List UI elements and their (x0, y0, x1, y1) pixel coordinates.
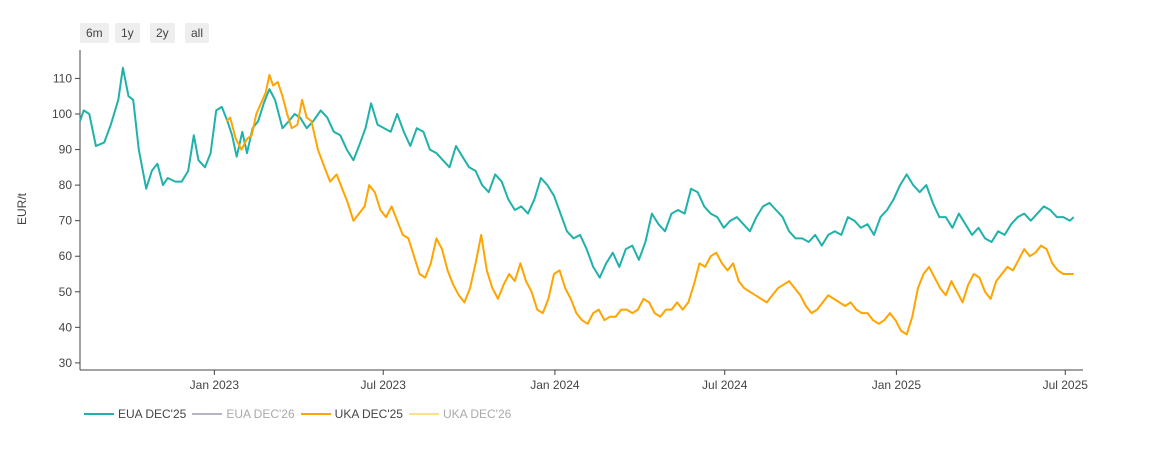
range-button-1y[interactable]: 1y (115, 23, 140, 43)
y-tick-label: 30 (59, 356, 73, 370)
legend-label: EUA DEC'26 (226, 407, 295, 421)
y-tick-label: 40 (59, 320, 73, 334)
y-tick-label: 110 (53, 71, 72, 85)
chart-axes: 30 40 50 60 70 80 90 100 110 Jan 2023 Jul 2023 Jan … (52, 50, 1088, 392)
range-button-all[interactable]: all (185, 23, 210, 43)
legend-label: EUA DEC'25 (118, 407, 187, 421)
range-button-2y[interactable]: 2y (150, 23, 175, 43)
chart-legend: EUA DEC'25 EUA DEC'26 UKA DEC'25 UKA DEC… (84, 407, 517, 421)
legend-item-uka-dec26[interactable]: UKA DEC'26 (408, 407, 512, 421)
legend-swatch (408, 413, 439, 415)
x-tick-label: Jul 2023 (361, 378, 407, 392)
range-button-6m[interactable]: 6m (80, 23, 109, 43)
x-tick-label: Jan 2024 (530, 378, 580, 392)
legend-swatch (300, 413, 331, 415)
legend-item-eua-dec26[interactable]: EUA DEC'26 (192, 407, 295, 421)
y-tick-label: 80 (59, 178, 73, 192)
legend-swatch (192, 413, 223, 415)
legend-item-eua-dec25[interactable]: EUA DEC'25 (84, 407, 186, 421)
y-axis-label: EUR/t (15, 192, 29, 225)
y-tick-label: 70 (59, 214, 73, 228)
legend-item-uka-dec25[interactable]: UKA DEC'25 (300, 407, 403, 421)
legend-label: UKA DEC'26 (442, 407, 512, 421)
x-tick-label: Jul 2025 (1043, 378, 1089, 392)
y-tick-label: 60 (59, 249, 73, 263)
series-line-eua-dec-25 (79, 66, 1075, 279)
x-tick-label: Jan 2025 (872, 378, 922, 392)
legend-label: UKA DEC'25 (334, 407, 403, 421)
series-line-uka-dec-25 (225, 73, 1074, 336)
legend-swatch (84, 413, 114, 415)
x-tick-label: Jan 2023 (190, 378, 240, 392)
y-tick-label: 90 (59, 143, 73, 157)
x-tick-label: Jul 2024 (702, 378, 748, 392)
y-tick-label: 50 (59, 285, 73, 299)
chart-series (79, 66, 1075, 336)
y-tick-label: 100 (52, 107, 72, 121)
